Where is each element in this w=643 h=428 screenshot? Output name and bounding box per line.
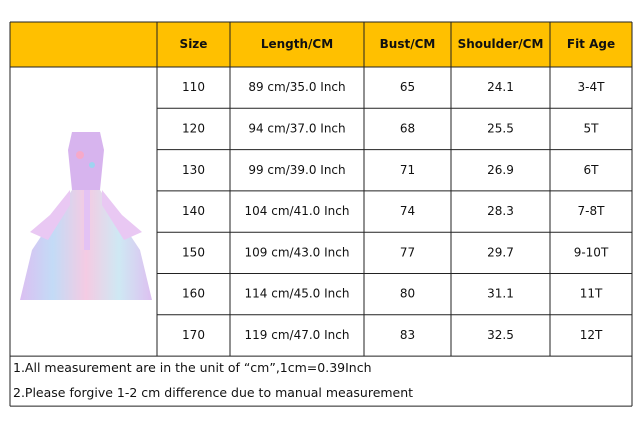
cell: 94 cm/37.0 Inch [248, 121, 345, 135]
dress-image [20, 132, 152, 300]
header-cell: Shoulder/CM [458, 37, 544, 51]
cell: 32.5 [487, 328, 514, 342]
cell: 74 [400, 204, 415, 218]
cell: 24.1 [487, 80, 514, 94]
cell: 5T [584, 121, 600, 135]
cell: 83 [400, 328, 415, 342]
header-cell: Bust/CM [380, 37, 436, 51]
cell: 29.7 [487, 245, 514, 259]
header-cell: Size [180, 37, 208, 51]
cell: 150 [182, 245, 205, 259]
header-cell: Fit Age [567, 37, 615, 51]
cell: 6T [584, 163, 600, 177]
note: 1.All measurement are in the unit of “cm… [13, 360, 372, 375]
cell: 71 [400, 163, 415, 177]
cell: 77 [400, 245, 415, 259]
cell: 119 cm/47.0 Inch [245, 328, 350, 342]
cell: 7-8T [578, 204, 606, 218]
cell: 68 [400, 121, 415, 135]
cell: 12T [580, 328, 603, 342]
cell: 130 [182, 163, 205, 177]
cell: 99 cm/39.0 Inch [248, 163, 345, 177]
cell: 25.5 [487, 121, 514, 135]
cell: 28.3 [487, 204, 514, 218]
header-background [10, 22, 632, 67]
cell: 3-4T [578, 80, 606, 94]
cell: 109 cm/43.0 Inch [245, 245, 350, 259]
cell: 140 [182, 204, 205, 218]
cell: 110 [182, 80, 205, 94]
note: 2.Please forgive 1-2 cm difference due t… [13, 385, 413, 400]
cell: 104 cm/41.0 Inch [245, 204, 350, 218]
header-cell: Length/CM [261, 37, 333, 51]
cell: 89 cm/35.0 Inch [248, 80, 345, 94]
cell: 31.1 [487, 287, 514, 301]
cell: 170 [182, 328, 205, 342]
cell: 80 [400, 287, 415, 301]
cell: 65 [400, 80, 415, 94]
cell: 9-10T [574, 245, 609, 259]
cell: 114 cm/45.0 Inch [245, 287, 350, 301]
cell: 11T [580, 287, 603, 301]
cell: 26.9 [487, 163, 514, 177]
cell: 120 [182, 121, 205, 135]
cell: 160 [182, 287, 205, 301]
